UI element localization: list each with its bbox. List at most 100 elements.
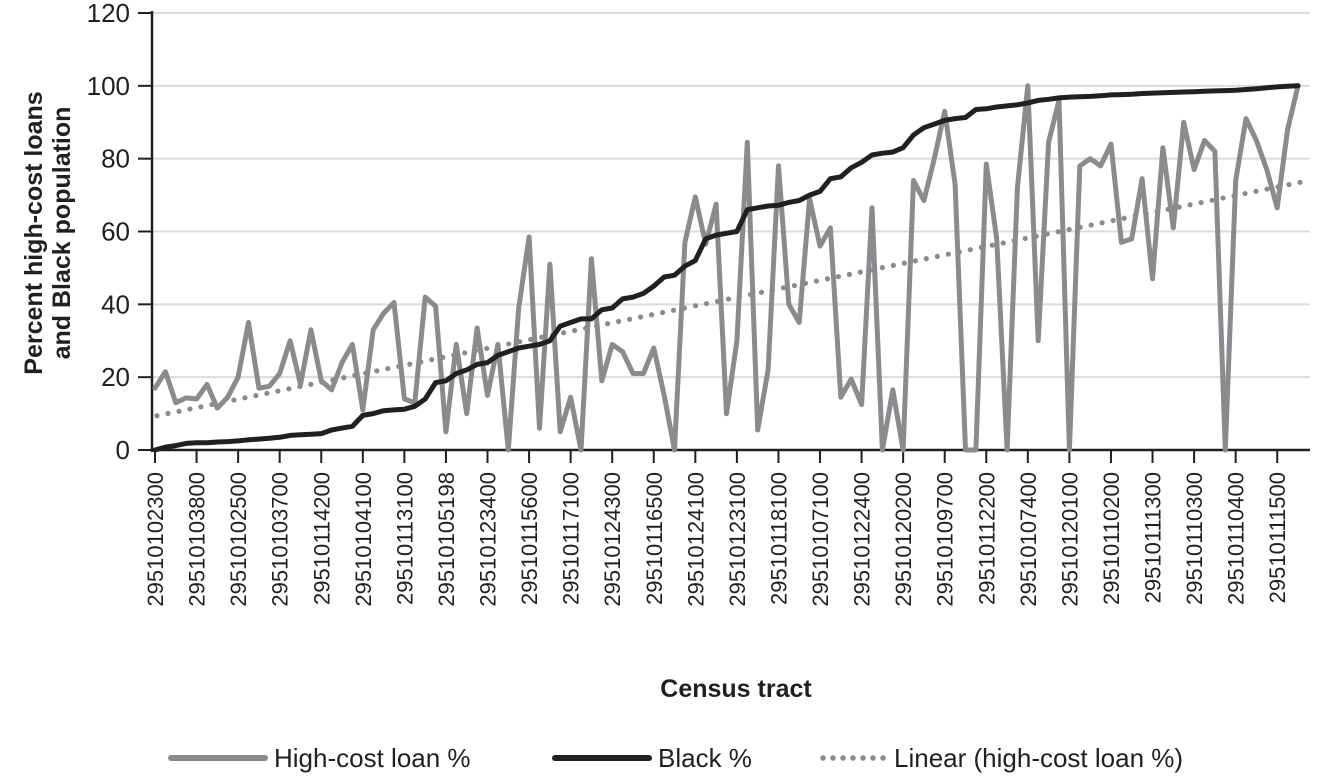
legend-item-linear: Linear (high-cost loan %) (818, 738, 1183, 778)
x-tick-label: 29510123100 (725, 472, 750, 607)
trendline-dot (242, 395, 248, 401)
trendline-dot (835, 274, 842, 280)
x-tick-label: 29510110300 (1182, 472, 1207, 605)
x-tick-label: 29510111300 (1141, 472, 1166, 603)
trendline-dot (703, 300, 710, 307)
trendline-dot (780, 285, 787, 291)
trendline-dot (374, 368, 380, 374)
trendline-dot (528, 336, 534, 343)
trendline-dot (1209, 197, 1215, 203)
x-tick-label: 29510122400 (850, 472, 875, 607)
trendline-dot (264, 390, 270, 396)
trendline-dot (341, 375, 347, 381)
x-tick-label: 29510102300 (143, 472, 168, 607)
trendline-dot (1286, 181, 1292, 188)
y-tick-label: 20 (101, 362, 130, 392)
x-tick-label: 29510109700 (933, 472, 958, 607)
trendline-dot (385, 366, 391, 372)
x-tick-label: 29510112200 (974, 472, 999, 605)
x-tick-label: 29510116500 (642, 472, 667, 605)
trendline-dot (945, 251, 951, 257)
trendline-dot (890, 262, 896, 268)
trendline-dot (572, 327, 578, 334)
trendline-dot (561, 330, 567, 336)
trendline-dot (253, 392, 259, 399)
series-black-pct (152, 83, 1301, 453)
trendline-dot (1121, 215, 1127, 221)
x-tick-label: 29510104100 (351, 472, 376, 607)
trendline-dot (967, 247, 973, 253)
trendline-dot (615, 318, 622, 325)
x-tick-label: 29510118100 (766, 472, 791, 605)
trendline-dot (791, 282, 798, 289)
x-tick-label: 29510120100 (1057, 472, 1082, 607)
x-tick-label: 29510124300 (600, 472, 625, 607)
trendline-dot (484, 345, 490, 352)
x-tick-label: 29510114200 (309, 472, 334, 605)
trendline-dot (506, 341, 512, 347)
trendline-dot (154, 413, 160, 419)
trendline-dot (901, 260, 907, 266)
x-tick-label: 29510111500 (1265, 472, 1290, 603)
trendline-dot (286, 386, 292, 392)
x-tick-label: 29510123400 (476, 472, 501, 607)
y-tick-label: 60 (101, 217, 130, 247)
y-tick-label: 120 (87, 0, 130, 28)
trendline-dot (407, 361, 413, 367)
series-high-cost-loan (152, 83, 1301, 453)
legend-swatch-solid-gray (168, 755, 268, 761)
trendline-dot (231, 397, 237, 403)
trendline-dot (758, 289, 765, 295)
y-axis-title-line2: and Black population (48, 107, 76, 360)
y-tick-label: 100 (87, 71, 130, 101)
legend-swatch-dotted-gray (818, 755, 888, 761)
trendline-dot (659, 309, 666, 316)
trendline-dot (857, 269, 863, 275)
legend-label: High-cost loan % (274, 742, 471, 773)
trendline-dot (1022, 235, 1028, 242)
y-axis: 0 20 40 60 80 100 120 (87, 0, 154, 465)
gridlines (152, 12, 1310, 379)
trendline-dot (198, 404, 204, 410)
trendline-dot (308, 381, 314, 387)
trendline-dot (692, 303, 699, 309)
trendline-dot (1253, 188, 1259, 194)
trendline-dot (462, 350, 468, 356)
trendline-dot (923, 256, 929, 262)
trendline-dot (1088, 222, 1094, 228)
trendline-dot (165, 410, 171, 417)
x-tick-label: 29510103800 (185, 472, 210, 607)
x-tick-label: 29510103700 (268, 472, 293, 607)
trendline-dot (670, 307, 677, 313)
trendline-dot (1220, 195, 1226, 201)
trendline-dot (1297, 179, 1303, 185)
legend-item-high-cost: High-cost loan % (168, 738, 471, 778)
x-tick-label: 29510113100 (392, 472, 417, 605)
trendline-dot (846, 271, 852, 277)
legend-item-black: Black % (552, 738, 752, 778)
legend: High-cost loan % Black % Linear (high-co… (0, 738, 1323, 778)
trendline-dot (605, 321, 611, 327)
trendline-dot (1000, 240, 1006, 246)
trendline-dot (879, 265, 885, 271)
trendline-dot (1110, 217, 1116, 224)
trendline-dot (626, 316, 633, 322)
x-tick-label: 29510107100 (808, 472, 833, 607)
trendline-dot (934, 253, 940, 260)
trendline-dot (637, 314, 644, 320)
trendline-dot (1242, 190, 1248, 197)
legend-label: Black % (658, 742, 752, 773)
trendline-dot (1055, 229, 1061, 235)
trendline-dot (187, 406, 193, 412)
trendline-dot (725, 296, 732, 302)
trendline-dot (989, 242, 995, 248)
legend-label: Linear (high-cost loan %) (894, 742, 1184, 773)
x-tick-label: 29510107400 (1016, 472, 1041, 607)
y-tick-label: 80 (101, 144, 130, 174)
x-axis: 29510102300 29510103800 29510102500 2951010… (143, 448, 1310, 607)
trendline-dot (813, 278, 820, 284)
y-tick-label: 40 (101, 289, 130, 319)
y-tick-label: 0 (116, 435, 130, 465)
trendline-dot (1066, 226, 1072, 233)
trendline-dot (275, 388, 281, 394)
